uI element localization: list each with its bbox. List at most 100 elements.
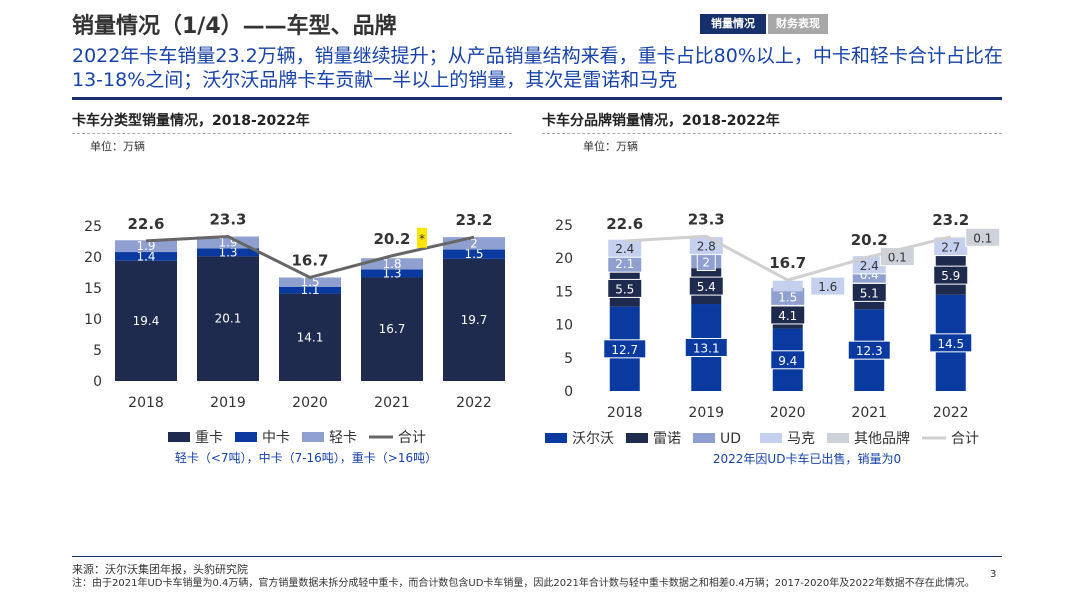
legend-note: 轻卡（<7吨），中卡（7-16吨），重卡（>16吨）	[175, 450, 437, 465]
y-tick-label: 5	[93, 343, 102, 359]
legend-swatch-重卡	[168, 432, 190, 442]
x-tick-label: 2022	[933, 405, 969, 421]
y-tick-label: 25	[555, 218, 573, 234]
legend-swatch-马克	[760, 433, 782, 443]
legend-label-沃尔沃: 沃尔沃	[572, 431, 614, 447]
page-title: 销量情况（1/4）——车型、品牌	[72, 14, 397, 39]
data-label-轻卡: 1.5	[300, 275, 319, 289]
y-tick-label: 20	[84, 250, 102, 266]
total-label: 23.2	[932, 211, 969, 229]
total-label: 22.6	[127, 215, 164, 233]
data-label-UD: 2	[702, 256, 710, 270]
x-tick-label: 2021	[851, 405, 887, 421]
data-label-box-马克	[607, 238, 643, 258]
data-label-box-雷诺	[688, 276, 724, 296]
tab-finance[interactable]: 财务表现	[768, 14, 828, 34]
data-label-轻卡: 1.8	[382, 257, 401, 271]
data-label-马克: 2.7	[941, 241, 960, 255]
y-tick-label: 15	[84, 281, 102, 297]
data-label-沃尔沃: 14.5	[937, 337, 964, 351]
data-label-沃尔沃: 13.1	[693, 342, 720, 356]
data-label-重卡: 19.7	[461, 313, 488, 327]
data-label-重卡: 20.1	[215, 312, 242, 326]
bar-中卡-2018	[115, 252, 177, 261]
chart-title-brand: 卡车分品牌销量情况，2018-2022年	[542, 113, 780, 129]
total-label: 23.2	[455, 211, 492, 229]
legend-swatch-UD	[693, 433, 715, 443]
total-label: 20.2	[851, 231, 888, 249]
x-tick-label: 2022	[456, 395, 492, 411]
data-label-轻卡: 1.9	[136, 239, 155, 253]
bar-中卡-2019	[197, 248, 259, 257]
tab-sales[interactable]: 销量情况	[700, 14, 766, 34]
data-label-中卡: 1.5	[464, 247, 483, 261]
footer-note: 注：由于2021年UD卡车销量为0.4万辆，官方销量数据未拆分成轻中重卡，而合计…	[72, 578, 975, 589]
x-tick-label: 2019	[688, 405, 724, 421]
data-label-UD: 2.1	[615, 257, 634, 271]
legend-label-轻卡: 轻卡	[329, 430, 357, 446]
legend-swatch-其他品牌	[827, 433, 849, 443]
header-divider	[72, 97, 1002, 100]
y-tick-label: 0	[564, 384, 573, 400]
data-label-雷诺: 5.5	[615, 282, 634, 296]
total-label: 22.6	[606, 215, 643, 233]
unit-label: 单位：万辆	[90, 139, 145, 153]
total-label: 16.7	[291, 251, 328, 269]
bar-轻卡-2020	[279, 277, 341, 287]
bar-中卡-2020	[279, 286, 341, 294]
data-label-中卡: 1.3	[218, 245, 237, 259]
page-subtitle: 2022年卡车销量23.2万辆，销量继续提升；从产品销量结构来看，重卡占比80%…	[72, 45, 1003, 91]
footnote-marker: *	[419, 232, 425, 246]
data-label-box-沃尔沃	[929, 333, 973, 353]
y-tick-label: 15	[555, 284, 573, 300]
bar-轻卡-2018	[115, 240, 177, 253]
legend-label-马克: 马克	[787, 431, 815, 447]
data-label-重卡: 16.7	[379, 322, 406, 336]
legend-label-其他品牌: 其他品牌	[854, 430, 910, 447]
x-tick-label: 2020	[770, 405, 806, 421]
data-label-其他品牌: 0.1	[973, 231, 992, 245]
data-label-马克: 2.4	[615, 242, 634, 256]
total-label: 23.3	[209, 211, 246, 229]
legend-label-中卡: 中卡	[262, 430, 290, 446]
legend-swatch-沃尔沃	[545, 433, 567, 443]
data-label-马克: 2.4	[860, 259, 879, 273]
data-label-马克: 2.8	[697, 240, 716, 254]
total-label: 16.7	[769, 254, 806, 272]
data-label-雷诺: 5.4	[697, 280, 716, 294]
y-tick-label: 10	[84, 312, 102, 328]
data-label-其他品牌: 0.1	[888, 251, 907, 265]
x-tick-label: 2021	[374, 395, 410, 411]
legend-label-雷诺: 雷诺	[653, 431, 681, 447]
data-label-中卡: 1.3	[382, 266, 401, 280]
legend-label-重卡: 重卡	[195, 430, 223, 446]
data-label-雷诺: 4.1	[778, 309, 797, 323]
data-label-雷诺: 5.9	[941, 269, 960, 283]
x-tick-label: 2020	[292, 395, 328, 411]
data-label-box-沃尔沃	[603, 339, 647, 359]
data-label-中卡: 1.4	[136, 249, 155, 263]
legend-swatch-中卡	[235, 432, 257, 442]
data-label-box-沃尔沃	[847, 340, 891, 360]
bar-轻卡-2021	[361, 258, 423, 270]
bar-中卡-2021	[361, 269, 423, 278]
total-line	[145, 235, 475, 280]
page-number: 3	[990, 569, 997, 580]
chart-title-divider-type	[72, 133, 512, 135]
y-tick-label: 20	[555, 251, 573, 267]
legend-swatch-轻卡	[302, 432, 324, 442]
bar-中卡-2022	[443, 249, 505, 259]
data-label-重卡: 19.4	[133, 314, 160, 328]
total-label: 23.3	[688, 210, 725, 228]
x-tick-label: 2018	[607, 405, 643, 421]
data-label-UD: 1.5	[778, 290, 797, 304]
y-tick-label: 5	[564, 351, 573, 367]
bar-重卡-2021	[361, 277, 423, 381]
y-tick-label: 0	[93, 374, 102, 390]
footnote-marker-bg	[417, 227, 427, 248]
bar-马克-2020	[772, 280, 803, 292]
data-label-雷诺: 5.1	[860, 286, 879, 300]
data-label-box-马克	[810, 276, 846, 296]
data-label-马克: 1.6	[818, 280, 837, 294]
